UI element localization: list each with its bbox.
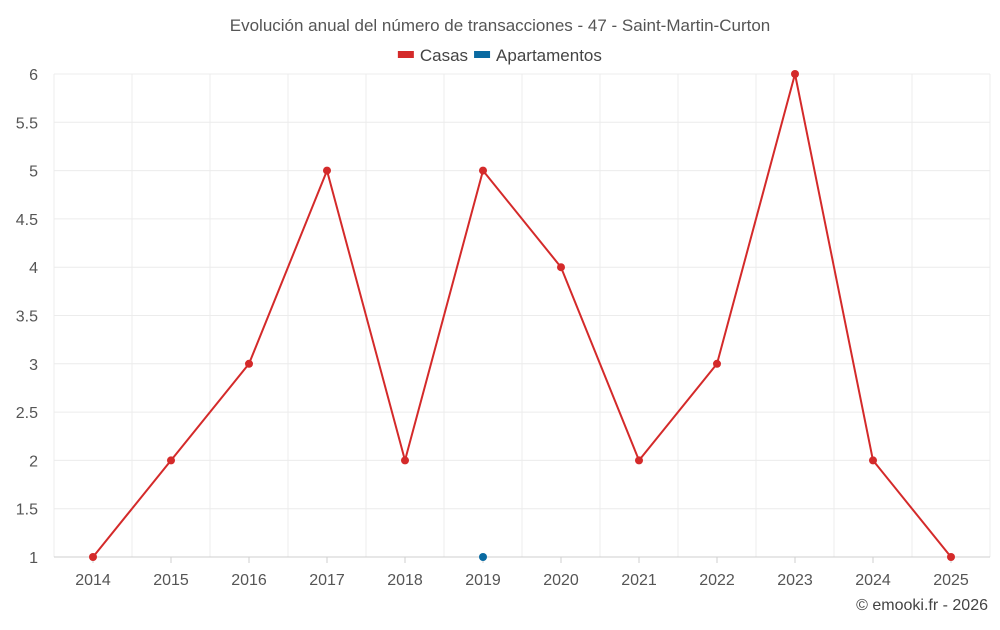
y-tick-label: 1.5 [16, 502, 38, 519]
chart-title: Evolución anual del número de transaccio… [230, 16, 771, 35]
data-point[interactable] [479, 166, 487, 175]
legend-item-apartamentos[interactable]: Apartamentos [474, 46, 602, 65]
x-tick-label: 2016 [231, 572, 267, 589]
data-point[interactable] [869, 456, 877, 465]
legend-label: Casas [420, 46, 468, 65]
x-tick-label: 2024 [855, 572, 891, 589]
x-tick-label: 2023 [777, 572, 813, 589]
data-point[interactable] [89, 553, 97, 561]
series-apartamentos [479, 553, 487, 561]
series-layer [89, 70, 955, 561]
y-tick-label: 6 [29, 67, 38, 84]
x-tick-label: 2014 [75, 572, 111, 589]
x-axis: 2014 2015 2016 2017 2018 2019 2020 2021 2022 2023… [54, 556, 990, 589]
y-tick-label: 5.5 [16, 115, 38, 132]
data-point[interactable] [635, 456, 643, 465]
series-line [92, 73, 952, 558]
data-point[interactable] [479, 553, 487, 561]
series-casas [89, 70, 955, 561]
y-tick-label: 4 [29, 260, 38, 277]
legend-swatch [397, 51, 414, 58]
credit-text: © emooki.fr - 2026 [856, 597, 988, 614]
x-tick-label: 2017 [309, 572, 345, 589]
legend-item-casas[interactable]: Casas [397, 46, 468, 65]
x-tick-label: 2018 [387, 572, 423, 589]
legend: Casas Apartamentos [397, 46, 602, 65]
grid [53, 73, 991, 558]
data-point[interactable] [401, 456, 409, 465]
data-point[interactable] [791, 70, 799, 78]
x-tick-label: 2025 [933, 572, 969, 589]
x-tick-label: 2019 [465, 572, 501, 589]
data-point[interactable] [947, 553, 955, 561]
x-tick-label: 2015 [153, 572, 189, 589]
y-tick-label: 3.5 [16, 309, 38, 326]
x-tick-label: 2022 [699, 572, 735, 589]
y-tick-label: 1 [29, 550, 38, 567]
data-point[interactable] [167, 456, 175, 465]
legend-swatch [474, 51, 491, 58]
x-tick-label: 2020 [543, 572, 579, 589]
y-tick-label: 2 [29, 453, 38, 470]
x-tick-label: 2021 [621, 572, 657, 589]
y-axis: 1 1.5 2 2.5 3 3.5 4 4.5 5 5.5 6 [16, 67, 38, 567]
data-point[interactable] [713, 359, 721, 368]
data-point[interactable] [323, 166, 331, 175]
data-point[interactable] [245, 359, 253, 368]
y-tick-label: 2.5 [16, 405, 38, 422]
y-tick-label: 5 [29, 164, 38, 181]
y-tick-label: 4.5 [16, 212, 38, 229]
legend-label: Apartamentos [496, 46, 602, 65]
y-tick-label: 3 [29, 357, 38, 374]
data-point[interactable] [557, 263, 565, 272]
